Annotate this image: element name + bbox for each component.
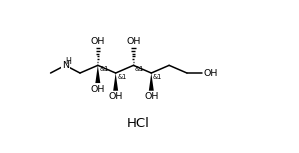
Text: HCl: HCl: [127, 117, 150, 130]
Polygon shape: [113, 73, 118, 91]
Text: N: N: [62, 61, 69, 70]
Text: &1: &1: [135, 66, 144, 72]
Text: OH: OH: [203, 69, 218, 78]
Polygon shape: [95, 65, 100, 83]
Text: OH: OH: [91, 37, 105, 46]
Text: &1: &1: [99, 66, 109, 72]
Text: H: H: [65, 57, 71, 66]
Text: &1: &1: [117, 74, 126, 80]
Text: OH: OH: [126, 37, 141, 46]
Polygon shape: [149, 73, 154, 91]
Text: OH: OH: [91, 85, 105, 94]
Text: &1: &1: [153, 74, 162, 80]
Text: OH: OH: [109, 92, 123, 101]
Text: OH: OH: [144, 92, 158, 101]
